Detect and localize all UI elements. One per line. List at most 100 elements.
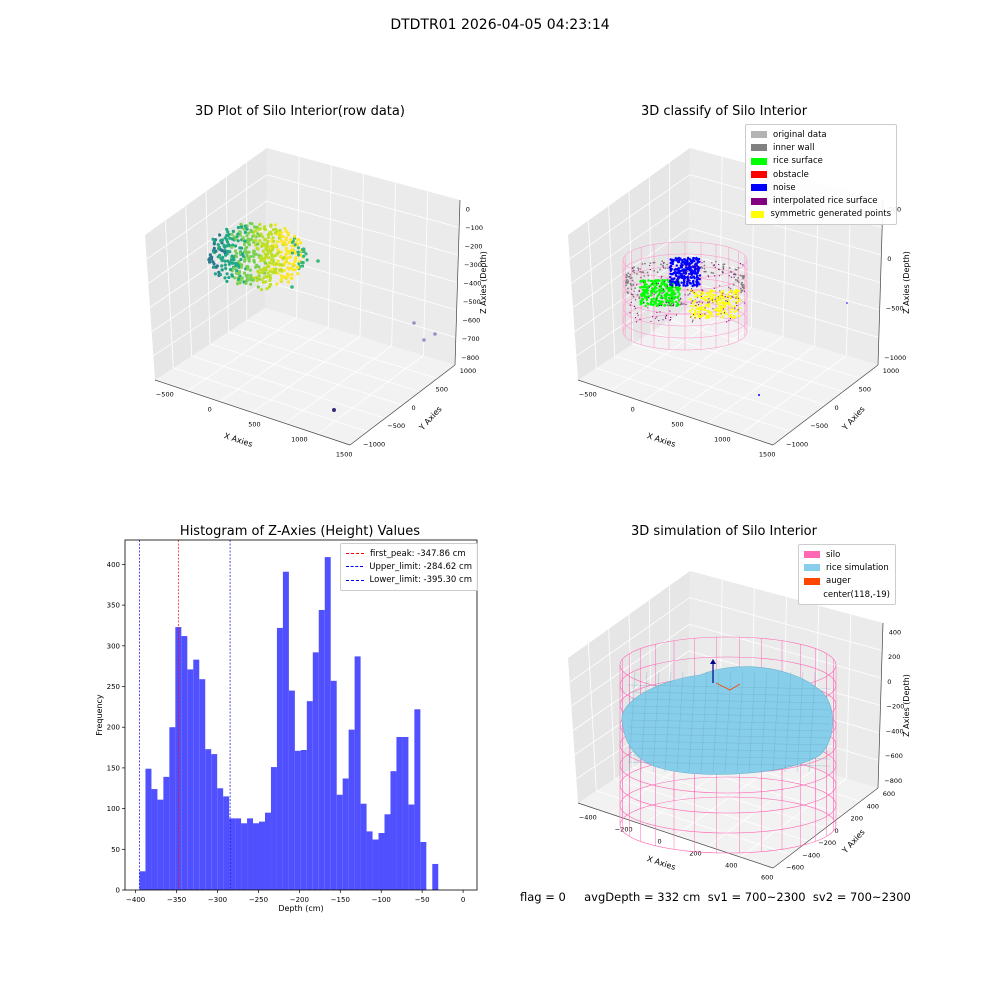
data-point: [422, 338, 426, 342]
data-point: [268, 273, 272, 278]
rice-point: [652, 283, 655, 286]
histogram-bar: [235, 818, 242, 890]
data-point: [278, 268, 282, 272]
wall-point: [633, 266, 636, 268]
data-point: [287, 240, 292, 244]
data-point: [287, 233, 291, 237]
legend-label: rice simulation: [826, 562, 889, 573]
data-point: [236, 239, 240, 243]
rice-point: [670, 300, 673, 303]
noise-point: [695, 280, 698, 283]
data-point: [274, 262, 278, 266]
noise-point: [670, 280, 674, 283]
data-point: [227, 275, 231, 280]
noise-point: [680, 266, 683, 269]
symmetric-point: [727, 303, 730, 306]
legend-entry: auger: [804, 575, 890, 588]
symmetric-point: [697, 310, 700, 313]
data-point: [228, 250, 232, 254]
data-point: [214, 265, 218, 269]
z-tick-label: −200: [465, 242, 483, 250]
data-point: [217, 270, 221, 274]
interp-point: [665, 314, 667, 316]
rice-point: [654, 300, 657, 303]
y-tick-label: 0: [834, 404, 838, 412]
histogram-bar: [336, 794, 343, 890]
data-point: [230, 232, 234, 236]
data-point: [296, 265, 300, 270]
data-point: [243, 259, 247, 263]
symmetric-point: [735, 289, 738, 292]
wall-point: [631, 279, 634, 282]
rice-point: [657, 293, 660, 297]
symmetric-point: [707, 292, 710, 295]
data-point: [247, 243, 252, 247]
noise-point: [675, 259, 678, 262]
rice-point: [662, 280, 665, 283]
y-tick-label: 0: [834, 827, 838, 835]
interp-point: [692, 319, 694, 321]
rice-point: [643, 283, 646, 287]
symmetric-point: [705, 316, 708, 319]
wall-point: [634, 287, 636, 289]
y-tick-label: −1000: [786, 441, 808, 449]
mesh-line: [724, 671, 732, 773]
legend-swatch: [751, 144, 767, 152]
data-point: [212, 242, 216, 246]
symmetric-point: [699, 293, 702, 296]
data-point: [267, 264, 271, 269]
histogram-bar: [139, 871, 146, 890]
rice-point: [652, 297, 655, 300]
data-point: [246, 237, 250, 241]
wall-point: [670, 302, 673, 305]
data-point: [225, 227, 229, 231]
legend-label: noise: [773, 182, 796, 193]
wall-point: [661, 260, 664, 263]
interp-point: [726, 321, 728, 323]
legend-label: inner wall: [773, 142, 815, 153]
wall-point: [661, 292, 663, 295]
figure-title: DTDTR01 2026-04-05 04:23:14: [390, 17, 610, 33]
data-point: [249, 273, 253, 277]
data-point: [278, 263, 282, 267]
histogram-bar: [342, 778, 349, 890]
symmetric-point: [728, 315, 731, 318]
legend-label: rice surface: [773, 156, 823, 167]
interp-point: [720, 313, 722, 315]
data-point: [301, 248, 305, 252]
noise-point: [681, 264, 684, 267]
symmetric-point: [732, 300, 735, 303]
noise-point: [674, 257, 677, 260]
data-point: [239, 265, 244, 269]
interp-point: [685, 303, 687, 305]
symmetric-point: [701, 306, 704, 309]
data-point: [279, 278, 283, 282]
z-tick-label: −800: [461, 354, 479, 362]
x-tick-label: −50: [415, 896, 430, 904]
histogram-bar: [229, 818, 236, 890]
data-point: [246, 278, 250, 282]
noise-point: [684, 284, 687, 287]
histogram-bar: [253, 823, 260, 890]
interp-point: [735, 302, 737, 304]
legend-swatch: [751, 197, 767, 205]
data-point: [249, 228, 253, 232]
data-point: [284, 236, 288, 240]
data-point: [276, 248, 280, 252]
data-point: [279, 239, 283, 243]
data-point: [208, 253, 212, 257]
histogram-bar: [264, 812, 271, 890]
symmetric-point: [733, 291, 737, 294]
data-point: [283, 261, 287, 265]
noise-point: [671, 272, 674, 276]
x-tick-label: −400: [126, 896, 145, 904]
interp-point: [711, 299, 714, 301]
data-point: [264, 274, 268, 279]
wall-point: [718, 268, 721, 271]
noise-point: [684, 266, 688, 269]
interp-point: [630, 301, 632, 303]
data-point: [260, 257, 264, 261]
data-point: [237, 272, 241, 276]
legend-label: original data: [773, 129, 827, 140]
